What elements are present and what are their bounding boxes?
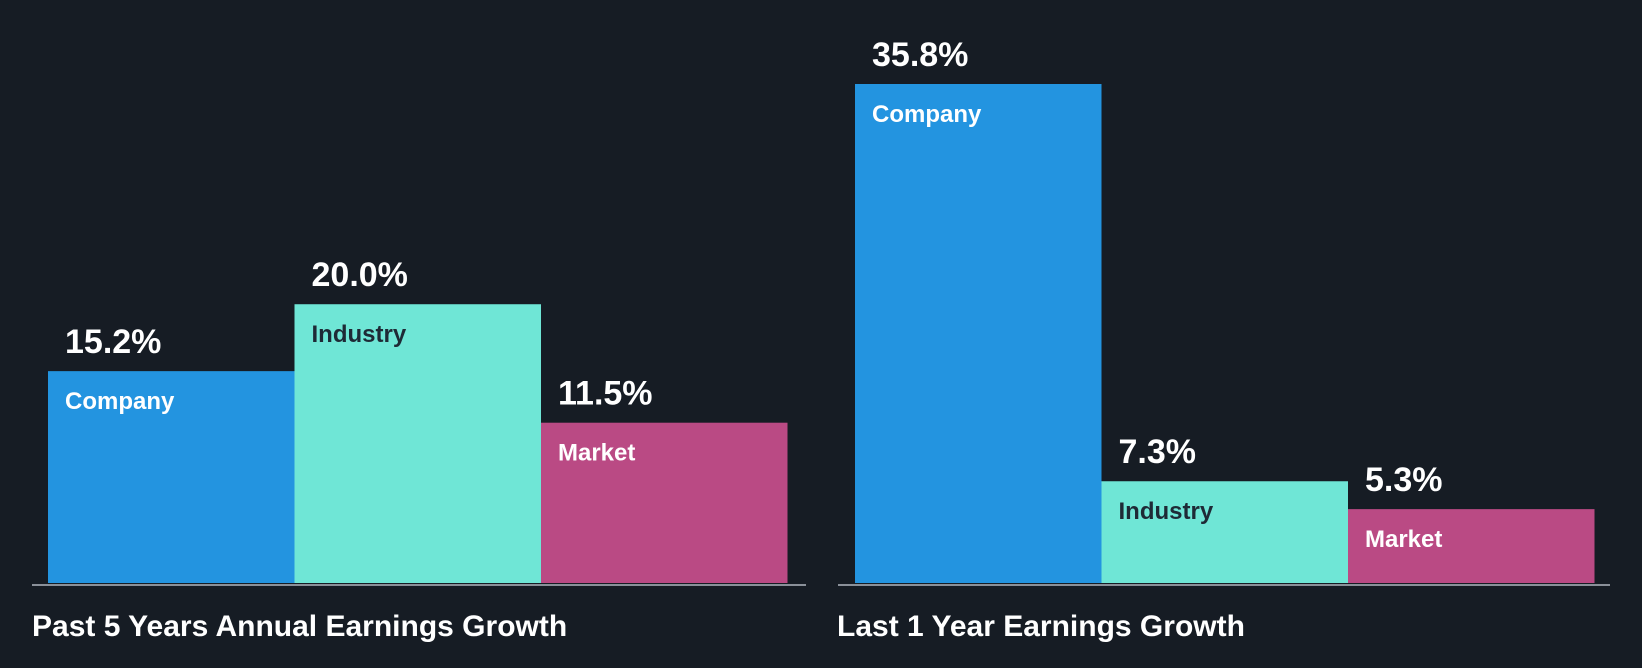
value-label-company: 35.8% bbox=[872, 36, 968, 74]
panel-last-1-year: 35.8% Company 7.3% Industry 5.3% Market Last 1… bbox=[837, 36, 1610, 643]
value-label-company: 15.2% bbox=[65, 323, 161, 361]
value-label-market: 11.5% bbox=[558, 375, 653, 413]
panel-title: Last 1 Year Earnings Growth bbox=[837, 610, 1245, 643]
bar-market bbox=[541, 422, 788, 583]
bar-company bbox=[855, 84, 1102, 583]
panel-title: Past 5 Years Annual Earnings Growth bbox=[32, 610, 567, 643]
bar-market bbox=[1348, 509, 1595, 583]
category-label-company: Company bbox=[872, 101, 982, 128]
bar-industry bbox=[1101, 481, 1348, 583]
value-label-market: 5.3% bbox=[1365, 461, 1443, 499]
category-label-market: Market bbox=[558, 440, 635, 467]
bar-company bbox=[48, 371, 295, 583]
value-label-industry: 7.3% bbox=[1119, 433, 1197, 471]
bar-industry bbox=[294, 304, 541, 583]
category-label-market: Market bbox=[1365, 526, 1442, 553]
category-label-industry: Industry bbox=[1119, 498, 1214, 525]
category-label-company: Company bbox=[65, 388, 175, 415]
category-label-industry: Industry bbox=[312, 321, 407, 348]
value-label-industry: 20.0% bbox=[312, 256, 408, 294]
panel-past-5-years: 15.2% Company 20.0% Industry 11.5% Market Past… bbox=[32, 256, 806, 643]
